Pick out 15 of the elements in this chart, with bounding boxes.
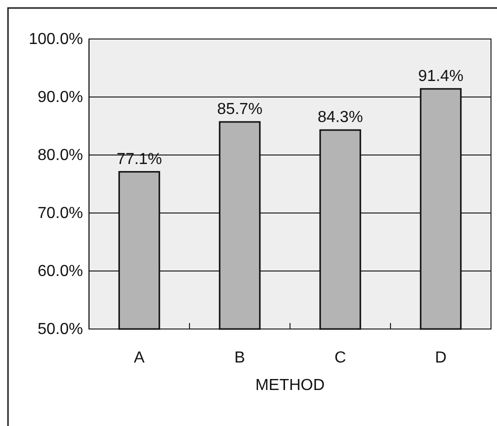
x-tick-label: B: [234, 349, 246, 366]
y-tick-label: 90.0%: [38, 89, 83, 106]
y-tick-label: 100.0%: [28, 31, 83, 48]
data-label: 84.3%: [318, 109, 363, 126]
x-tick-label: A: [134, 349, 145, 366]
data-label: 91.4%: [418, 68, 464, 85]
x-axis-title: METHOD: [255, 377, 325, 394]
data-label: 85.7%: [217, 100, 262, 118]
y-tick-label: 80.0%: [38, 147, 83, 164]
x-tick-label: D: [434, 349, 447, 366]
x-tick-label: C: [334, 349, 346, 366]
y-tick-label: 60.0%: [38, 263, 83, 280]
data-label: 77.1%: [116, 150, 162, 168]
y-tick-label: 50.0%: [38, 321, 83, 338]
y-tick-label: 70.0%: [38, 205, 83, 222]
